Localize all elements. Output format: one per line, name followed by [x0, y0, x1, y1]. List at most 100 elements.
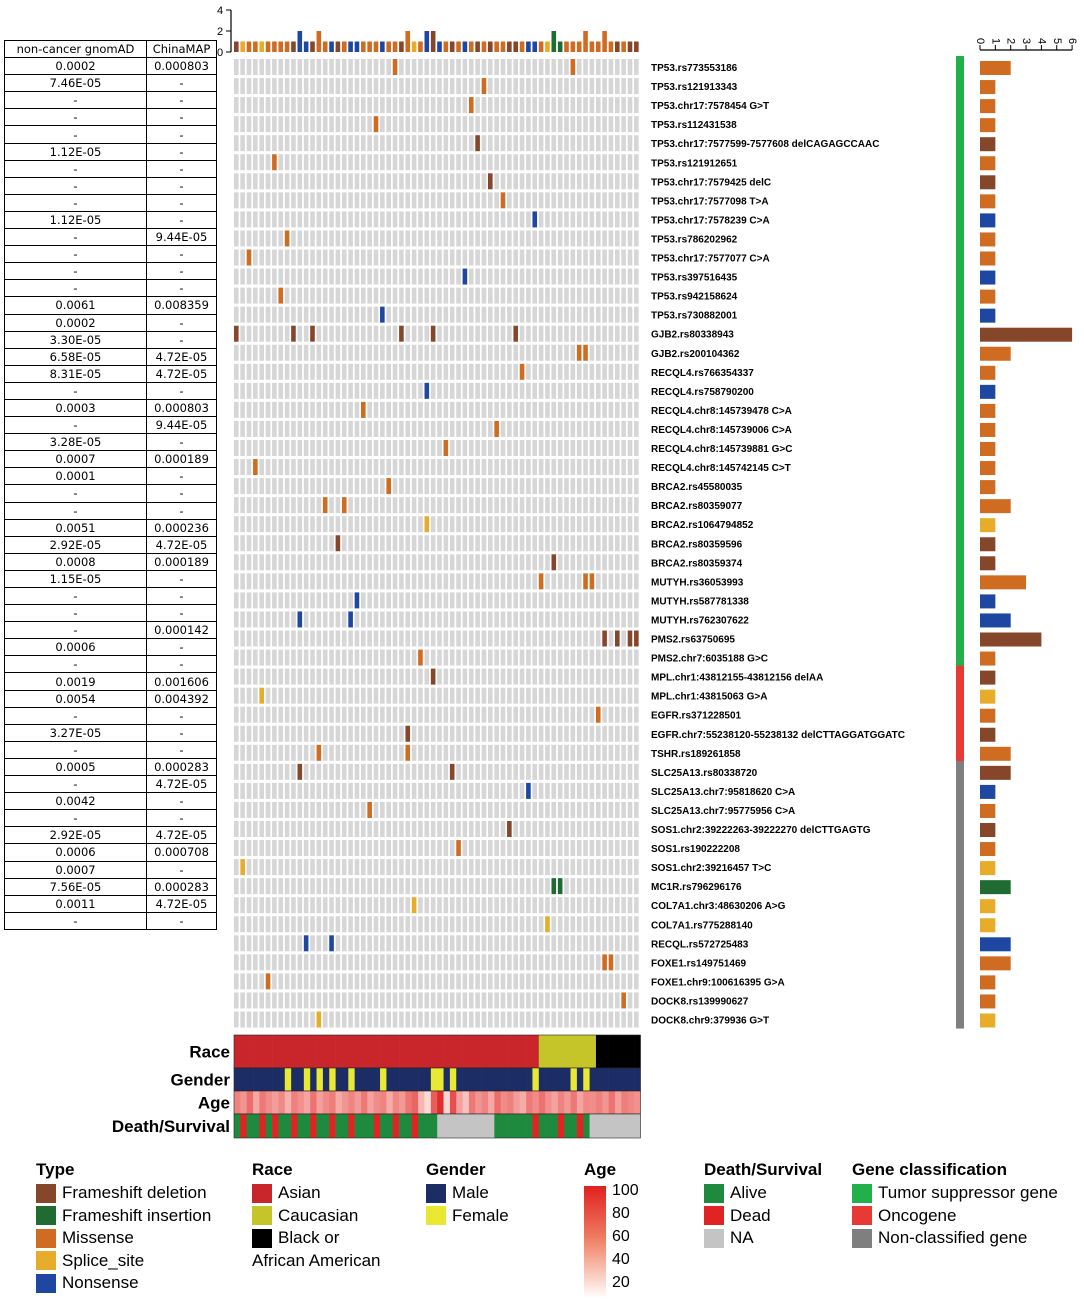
- empty-cell: [494, 287, 499, 304]
- mutation-cell: [418, 649, 423, 666]
- empty-cell: [386, 878, 391, 895]
- empty-cell: [608, 782, 614, 799]
- empty-cell: [278, 173, 284, 190]
- empty-cell: [284, 306, 290, 323]
- sample-count-bar: [595, 41, 601, 52]
- empty-cell: [341, 630, 347, 647]
- age-cell: [259, 1091, 267, 1114]
- empty-cell: [341, 363, 347, 380]
- empty-cell: [462, 382, 468, 399]
- empty-cell: [526, 725, 531, 742]
- empty-cell: [380, 325, 385, 342]
- empty-cell: [437, 611, 442, 628]
- empty-cell: [456, 592, 461, 609]
- empty-cell: [405, 1011, 411, 1028]
- empty-cell: [316, 573, 322, 590]
- gene-class-segment: [956, 56, 964, 667]
- empty-cell: [507, 897, 512, 914]
- empty-cell: [526, 744, 531, 761]
- empty-cell: [259, 840, 264, 857]
- empty-cell: [310, 249, 315, 266]
- empty-cell: [411, 916, 417, 933]
- empty-cell: [284, 821, 290, 837]
- empty-cell: [583, 420, 588, 437]
- empty-cell: [310, 916, 315, 933]
- empty-cell: [246, 801, 252, 818]
- empty-cell: [538, 497, 544, 514]
- empty-cell: [576, 840, 582, 857]
- empty-cell: [602, 859, 607, 876]
- empty-cell: [526, 344, 531, 361]
- empty-cell: [576, 440, 582, 456]
- race-cell: [538, 1035, 546, 1068]
- empty-cell: [500, 459, 506, 476]
- empty-cell: [316, 840, 322, 857]
- legend-label: Nonsense: [62, 1273, 139, 1293]
- empty-cell: [411, 516, 417, 533]
- empty-cell: [265, 306, 271, 323]
- empty-cell: [240, 325, 245, 342]
- empty-cell: [570, 173, 576, 190]
- empty-cell: [234, 135, 239, 152]
- empty-cell: [519, 859, 525, 876]
- empty-cell: [583, 97, 588, 114]
- empty-cell: [621, 821, 626, 837]
- empty-cell: [253, 97, 258, 114]
- empty-cell: [348, 154, 353, 171]
- empty-cell: [488, 440, 493, 456]
- empty-cell: [507, 573, 512, 590]
- empty-cell: [481, 687, 487, 704]
- empty-cell: [576, 992, 582, 1009]
- age-tick: 80: [612, 1205, 630, 1222]
- empty-cell: [418, 135, 423, 152]
- count-bar: [980, 137, 996, 152]
- empty-cell: [468, 687, 474, 704]
- empty-cell: [259, 859, 264, 876]
- empty-cell: [284, 840, 290, 857]
- empty-cell: [405, 363, 411, 380]
- empty-cell: [297, 325, 303, 342]
- empty-cell: [532, 516, 538, 533]
- empty-cell: [424, 535, 430, 552]
- age-cell: [341, 1091, 349, 1114]
- empty-cell: [367, 135, 372, 152]
- race-cell: [475, 1035, 482, 1068]
- empty-cell: [615, 706, 620, 723]
- empty-cell: [583, 306, 588, 323]
- empty-cell: [532, 801, 538, 818]
- empty-cell: [411, 382, 417, 399]
- variant-label: GJB2.rs200104362: [651, 349, 740, 360]
- empty-cell: [430, 992, 436, 1009]
- empty-cell: [303, 611, 309, 628]
- empty-cell: [354, 859, 360, 876]
- empty-cell: [259, 116, 264, 133]
- empty-cell: [430, 249, 436, 266]
- empty-cell: [386, 192, 391, 209]
- variant-label: MC1R.rs796296176: [651, 882, 742, 893]
- race-cell: [456, 1035, 463, 1068]
- empty-cell: [246, 78, 252, 95]
- empty-cell: [430, 135, 436, 152]
- empty-cell: [303, 382, 309, 399]
- empty-cell: [557, 59, 563, 75]
- empty-cell: [272, 116, 277, 133]
- sample-count-bar: [532, 41, 538, 52]
- empty-cell: [500, 535, 506, 552]
- empty-cell: [291, 478, 296, 495]
- empty-cell: [373, 668, 379, 685]
- empty-cell: [291, 859, 296, 876]
- empty-cell: [380, 649, 385, 666]
- empty-cell: [310, 344, 315, 361]
- empty-cell: [449, 782, 455, 799]
- sample-count-bar: [399, 41, 404, 52]
- empty-cell: [608, 801, 614, 818]
- variant-label: TP53.rs773553186: [651, 63, 738, 74]
- empty-cell: [621, 840, 626, 857]
- empty-cell: [602, 992, 607, 1009]
- empty-cell: [564, 973, 569, 990]
- empty-cell: [335, 173, 341, 190]
- empty-cell: [310, 801, 315, 818]
- legend-label: Frameshift deletion: [62, 1183, 207, 1203]
- empty-cell: [430, 363, 436, 380]
- empty-cell: [386, 344, 391, 361]
